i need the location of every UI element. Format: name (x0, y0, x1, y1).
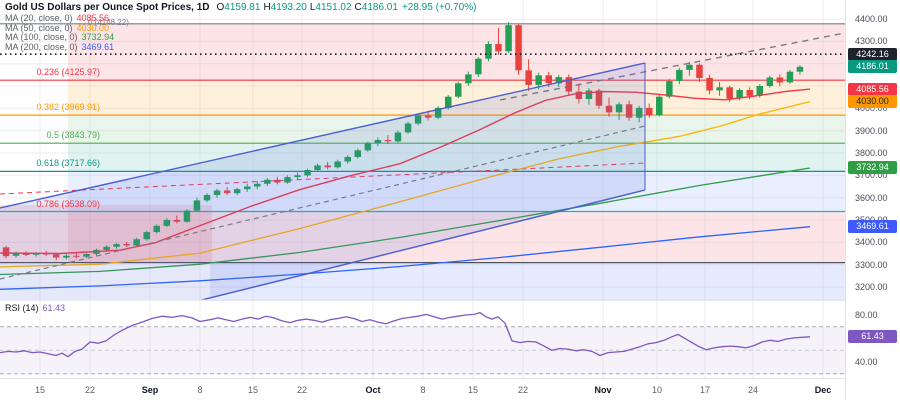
time-tick-label: 22 (517, 385, 528, 395)
ma-100-value: 3732.94 (81, 32, 115, 42)
time-tick-label: Dec (814, 385, 832, 395)
time-tick-label: 15 (34, 385, 45, 395)
price-axis[interactable]: 4400.00 4300.00 4000.00 3900.00 3800.00 3700.… (845, 0, 900, 400)
fib-level-lines (0, 23, 845, 264)
time-tick-label: 15 (467, 385, 478, 395)
rsi-badge: 61.43 (848, 330, 897, 343)
parallel-channel (0, 62, 646, 300)
ma-100-label: MA (100, close, 0) (5, 32, 78, 42)
price-tick-label: 3600.00 (855, 193, 888, 203)
fib-level-label: 0.382 (3969.91) (36, 102, 100, 112)
rsi-line (0, 311, 811, 358)
rsi-label: RSI (14) (5, 303, 39, 313)
price-tick-label: 3700.00 (855, 170, 888, 180)
ohlc-values: O4159.81 H4193.20 L4151.02 C4186.01 (216, 2, 398, 13)
time-tick-label: Oct (365, 385, 381, 395)
price-badge: 3732.94 (848, 161, 897, 174)
rsi-pane (0, 311, 845, 375)
candlestick-series (2, 22, 804, 261)
price-tick-label: 3800.00 (855, 148, 888, 158)
time-tick-label: 22 (296, 385, 307, 395)
rsi-tick-label: 40.00 (855, 357, 878, 367)
price-badge: 4085.56 (848, 83, 897, 96)
time-tick-label: 10 (651, 385, 662, 395)
price-tick-label: 3400.00 (855, 237, 888, 247)
fib-level-label: 0.786 (3538.09) (36, 199, 100, 209)
time-tick-label: 8 (197, 385, 203, 395)
rsi-legend-row[interactable]: RSI (14) 61.43 (5, 303, 65, 313)
ma-50-label: MA (50, close, 0) (5, 22, 73, 33)
ma-200-legend-row[interactable]: MA (200, close, 0) 3469.61 (5, 41, 476, 53)
time-tick-label: Sep (141, 385, 159, 395)
ma-100-legend-row[interactable]: MA (100, close, 0) 3732.94 (5, 32, 476, 43)
ma-200-label: MA (200, close, 0) (5, 41, 78, 52)
rsi-tick-label: 80.00 (855, 310, 878, 320)
fib-level-label: 0.618 (3717.66) (36, 158, 100, 168)
time-tick-label: 8 (420, 385, 426, 395)
fib-level-label: 0.236 (4125.97) (36, 67, 100, 77)
symbol-title: Gold US Dollars per Ounce Spot Prices, 1… (5, 2, 210, 13)
ma-50-value: 4030.00 (76, 22, 110, 33)
price-badge: 4186.01 (848, 60, 897, 73)
ma-20-legend-row[interactable]: MA (20, close, 0) 4085.56 (5, 13, 476, 24)
time-tick-label: Nov (594, 385, 612, 395)
price-tick-label: 4000.00 (855, 103, 888, 113)
rsi-value: 61.43 (42, 303, 66, 313)
time-tick-label: 17 (699, 385, 710, 395)
price-change: +28.95 (+0.70%) (401, 2, 477, 13)
time-axis[interactable]: 15 22 Sep 8 15 22 Oct 8 15 22 Nov 10 17 24 Dec (0, 378, 845, 400)
price-tick-label: 3900.00 (855, 126, 888, 136)
trendlines (0, 32, 846, 195)
symbol-legend-row[interactable]: Gold US Dollars per Ounce Spot Prices, 1… (5, 2, 476, 14)
fib-level-label: 0.5 (3843.79) (46, 130, 100, 140)
price-tick-label: 3200.00 (855, 282, 888, 292)
ma-20-value: 4085.56 (76, 13, 110, 23)
ma-20-label: MA (20, close, 0) (5, 13, 73, 23)
time-tick-label: 22 (84, 385, 95, 395)
price-tick-label: 3300.00 (855, 260, 888, 270)
price-badge: 4242.16 (848, 48, 897, 61)
price-tick-label: 4300.00 (855, 36, 888, 46)
price-badge: 4030.00 (848, 95, 897, 108)
ma-200-value: 3469.61 (81, 41, 115, 52)
time-tick-label: 24 (747, 385, 758, 395)
time-tick-label: 15 (247, 385, 258, 395)
price-badge: 3469.61 (848, 220, 897, 233)
ma-50-legend-row[interactable]: MA (50, close, 0) 4030.00 (5, 22, 476, 34)
fib-zero-label: 0 (4148.22) (88, 18, 129, 27)
moving-average-lines (0, 88, 811, 290)
chart-legend: Gold US Dollars per Ounce Spot Prices, 1… (5, 2, 476, 52)
price-tick-label: 4400.00 (855, 14, 888, 24)
